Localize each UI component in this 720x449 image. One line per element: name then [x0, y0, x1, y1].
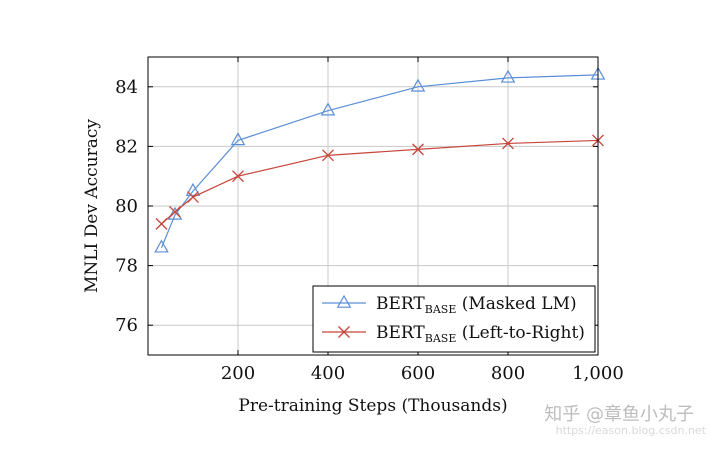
y-tick-label: 84 — [115, 77, 138, 98]
y-tick-label: 76 — [115, 315, 138, 336]
data-point — [167, 206, 183, 220]
watermark-url: https://eason.blog.csdn.net — [555, 424, 706, 437]
data-point — [320, 102, 336, 116]
x-tick-label: 800 — [491, 363, 525, 384]
series-layer — [154, 66, 606, 253]
data-point — [410, 78, 426, 92]
series-1 — [155, 134, 604, 230]
legend-label: BERTBASE (Left-to-Right) — [376, 323, 585, 345]
x-tick-label: 1,000 — [572, 363, 624, 384]
data-point — [187, 191, 199, 204]
legend-marker — [336, 294, 352, 308]
x-marker-stroke — [232, 170, 244, 183]
data-point — [169, 206, 181, 218]
x-marker-stroke — [322, 149, 334, 162]
legend-item: BERTBASE (Masked LM) — [322, 294, 577, 316]
x-tick-label: 200 — [221, 363, 255, 384]
data-point — [154, 239, 169, 253]
y-tick-label: 82 — [115, 136, 138, 157]
x-marker-stroke — [338, 326, 350, 338]
watermark-text: 知乎 @章鱼小丸子 — [544, 404, 694, 425]
legend: BERTBASE (Masked LM) BERTBASE (Left-to-Ri… — [312, 285, 596, 353]
y-axis-label: MNLI Dev Accuracy — [82, 119, 102, 293]
y-tick-label: 80 — [115, 196, 138, 217]
series-line — [160, 74, 599, 248]
x-axis-label: Pre-training Steps (Thousands) — [238, 396, 507, 416]
x-marker-stroke — [187, 191, 199, 204]
data-point — [155, 217, 168, 230]
x-tick-label: 400 — [311, 363, 345, 384]
data-point — [412, 143, 424, 156]
legend-marker — [338, 326, 350, 338]
data-point — [500, 69, 516, 83]
data-point — [322, 149, 334, 162]
data-point — [230, 132, 246, 146]
data-point — [502, 137, 514, 150]
y-tick-label: 78 — [115, 256, 138, 277]
x-marker-stroke — [502, 137, 514, 150]
legend-label: BERTBASE (Masked LM) — [376, 294, 577, 316]
legend-item: BERTBASE (Left-to-Right) — [322, 323, 585, 345]
tick-labels: 200 400 600 800 1,000 76 78 80 82 84 — [115, 57, 624, 384]
x-marker-stroke — [169, 206, 181, 218]
x-tick-label: 600 — [401, 363, 435, 384]
x-marker-stroke — [155, 217, 168, 230]
legend-box — [312, 285, 596, 353]
x-marker-stroke — [412, 143, 424, 156]
data-point — [232, 170, 244, 183]
series-0 — [154, 66, 606, 253]
data-point — [185, 182, 201, 196]
